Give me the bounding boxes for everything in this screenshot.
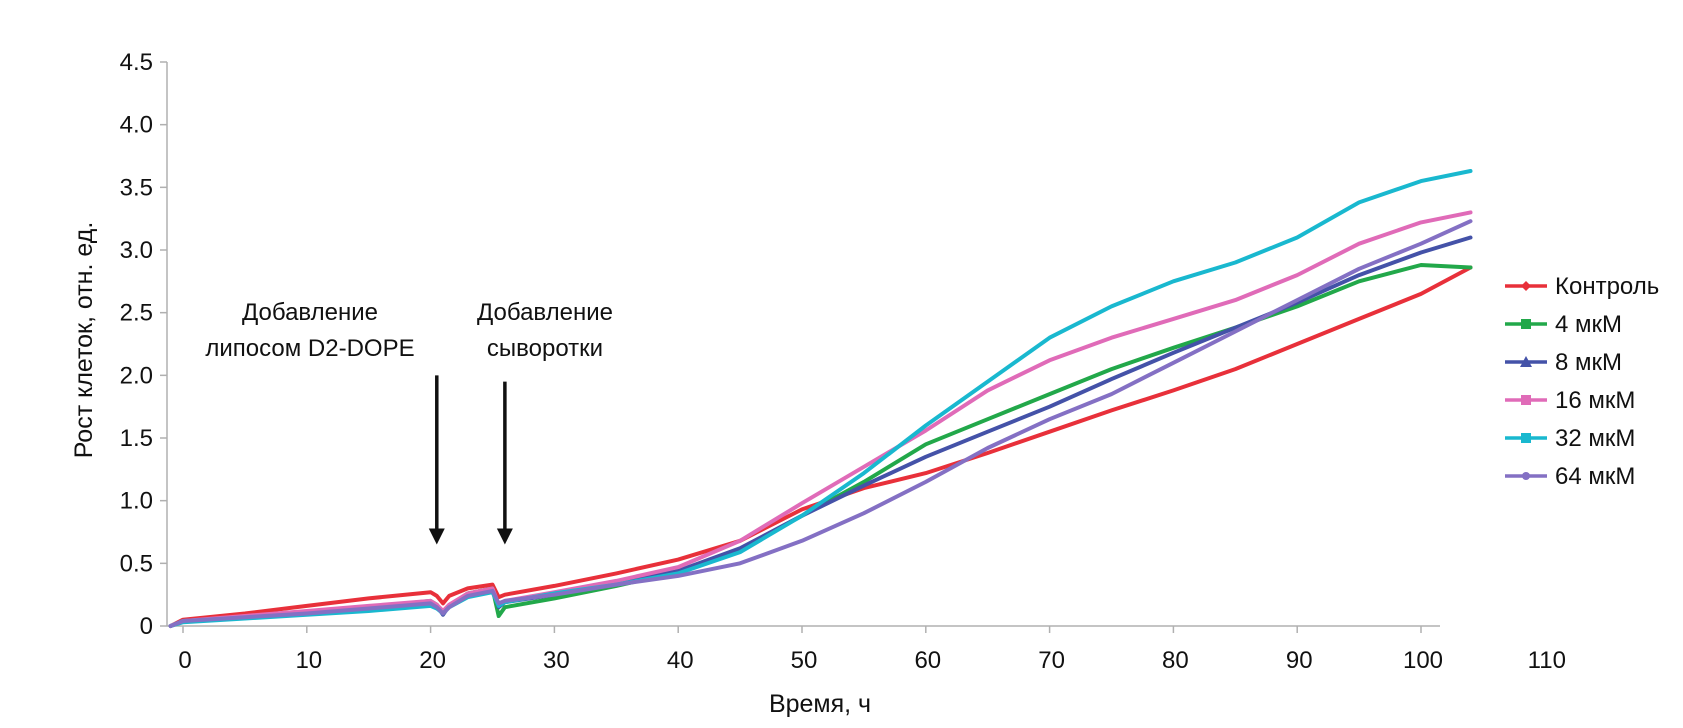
annotation-label: липосом D2-DOPE (205, 335, 414, 362)
x-tick-label: 110 (1528, 647, 1566, 674)
y-tick-label: 4.5 (120, 49, 153, 76)
legend: Контроль 4 мкМ 8 мкМ 16 мкМ 32 мкМ 64 мкМ (1505, 273, 1659, 490)
y-tick-label: 0 (140, 613, 153, 640)
series-line (168, 219, 1473, 628)
x-tick-label: 90 (1286, 647, 1313, 674)
y-tick-label: 3.5 (120, 174, 153, 201)
axes-layer: 0 0.5 1.0 1.5 2.0 2.5 3.0 3.5 4.0 4.5 0 10 20 30 40 50 6… (120, 49, 1566, 674)
legend-label: Контроль (1555, 273, 1659, 300)
y-tick-label: 2.0 (120, 362, 153, 389)
annotation-label: сыворотки (487, 335, 603, 362)
legend-marker (1521, 395, 1531, 405)
annotation-label: Добавление (242, 299, 378, 326)
annotation-arrowhead (428, 528, 445, 545)
x-axis-title: Время, ч (769, 690, 871, 718)
legend-marker (1522, 472, 1530, 480)
x-tick-label: 30 (543, 647, 570, 674)
series-line (168, 169, 1473, 628)
legend-label: 4 мкМ (1555, 311, 1622, 338)
legend-marker (1520, 356, 1532, 367)
legend-marker (1521, 281, 1531, 291)
x-tick-label: 70 (1038, 647, 1065, 674)
annotations-layer: Добавление липосом D2-DOPE Добавление сывор… (205, 299, 613, 545)
y-axis-title: Рост клеток, отн. ед. (70, 222, 98, 459)
y-tick-label: 3.0 (120, 237, 153, 264)
y-tick-label: 2.5 (120, 300, 153, 327)
x-tick-label: 60 (914, 647, 941, 674)
y-tick-label: 1.5 (120, 425, 153, 452)
x-tick-label: 0 (178, 647, 191, 674)
y-tick-label: 0.5 (120, 550, 153, 577)
x-tick-label: 100 (1403, 647, 1443, 674)
series-layer (168, 169, 1473, 628)
series-line (168, 265, 1473, 628)
x-tick-label: 20 (419, 647, 446, 674)
x-tick-label: 10 (295, 647, 322, 674)
annotation-label: Добавление (477, 299, 613, 326)
legend-marker (1521, 433, 1531, 443)
series-line (168, 235, 1473, 628)
x-tick-label: 80 (1162, 647, 1189, 674)
x-tick-label: 50 (791, 647, 818, 674)
legend-label: 8 мкМ (1555, 349, 1622, 376)
y-tick-label: 4.0 (120, 112, 153, 139)
x-tick-label: 40 (667, 647, 694, 674)
legend-marker (1521, 319, 1531, 329)
series-line (168, 210, 1473, 628)
y-tick-label: 1.0 (120, 488, 153, 515)
legend-label: 64 мкМ (1555, 463, 1635, 490)
legend-label: 16 мкМ (1555, 387, 1635, 414)
legend-label: 32 мкМ (1555, 425, 1635, 452)
annotation-arrowhead (496, 528, 513, 545)
